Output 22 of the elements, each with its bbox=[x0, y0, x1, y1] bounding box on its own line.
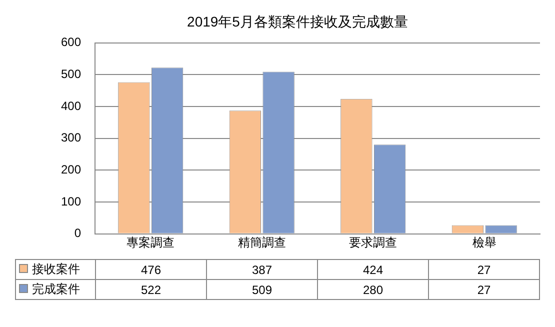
data-label: 387 bbox=[206, 260, 318, 280]
y-tick-label: 400 bbox=[60, 98, 82, 113]
y-tick-label: 200 bbox=[60, 162, 82, 176]
x-tick-label: 檢舉 bbox=[472, 235, 496, 250]
y-tick-label: 0 bbox=[74, 226, 82, 240]
data-label: 476 bbox=[96, 260, 206, 280]
legend-label: 完成案件 bbox=[32, 282, 80, 296]
y-tick-label: 500 bbox=[60, 66, 82, 81]
data-label: 424 bbox=[318, 260, 428, 280]
data-label: 27 bbox=[428, 260, 540, 280]
data-label: 27 bbox=[428, 280, 540, 300]
chart-title: 2019年5月各類案件接收及完成數量 bbox=[187, 13, 408, 30]
data-label: 509 bbox=[206, 280, 318, 300]
y-tick-label: 100 bbox=[60, 194, 82, 208]
legend-label: 接收案件 bbox=[32, 262, 80, 276]
x-tick-label: 精簡調查 bbox=[238, 235, 286, 250]
data-label: 522 bbox=[96, 280, 206, 300]
y-tick-label: 300 bbox=[60, 130, 82, 145]
y-tick-label: 600 bbox=[60, 35, 82, 50]
x-tick-label: 要求調查 bbox=[349, 235, 398, 250]
x-tick-label: 專案調查 bbox=[126, 235, 175, 250]
data-label: 280 bbox=[318, 280, 428, 300]
